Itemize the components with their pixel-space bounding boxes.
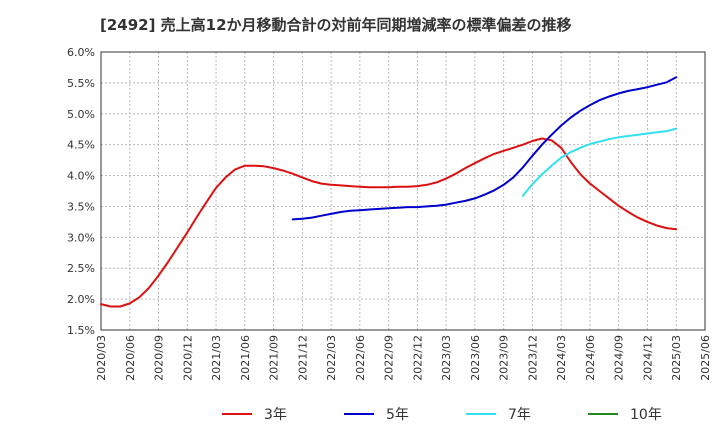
series-line-3年 — [100, 137, 678, 308]
y-axis-tick-labels: 6.0% 5.5% 5.0% 4.5% 4.0% 3.5% 3.0% 2.5% 2.0% 1.5% — [67, 46, 95, 337]
x-tick-label: 2021/12 — [296, 335, 309, 381]
x-tick-label: 2020/06 — [124, 335, 137, 381]
y-tick-label: 6.0% — [67, 46, 95, 59]
x-tick-label: 2023/12 — [526, 335, 539, 381]
x-tick-label: 2021/06 — [239, 335, 252, 381]
legend-label: 3年 — [264, 407, 287, 423]
legend-label: 10年 — [630, 407, 662, 423]
x-tick-label: 2021/09 — [268, 335, 281, 381]
y-tick-label: 1.5% — [67, 324, 95, 337]
y-tick-label: 5.0% — [67, 108, 95, 121]
y-tick-label: 4.0% — [67, 170, 95, 183]
x-tick-label: 2023/03 — [440, 335, 453, 381]
legend: 3年 5年 7年 10年 — [222, 407, 662, 423]
series-line-7年 — [521, 127, 678, 197]
x-tick-label: 2024/06 — [584, 335, 597, 381]
x-axis-tick-labels: 2020/03 2020/06 2020/09 2020/12 2021/03 2021/… — [95, 335, 712, 381]
x-tick-label: 2025/06 — [699, 335, 712, 381]
series-line-5年 — [291, 76, 678, 221]
x-tick-label: 2022/09 — [383, 335, 396, 381]
chart-title: [2492] 売上高12か月移動合計の対前年同期増減率の標準偏差の推移 — [100, 16, 572, 34]
y-tick-label: 2.5% — [67, 262, 95, 275]
y-tick-label: 3.0% — [67, 231, 95, 244]
y-tick-label: 5.5% — [67, 77, 95, 90]
x-tick-label: 2024/03 — [555, 335, 568, 381]
plot-border — [100, 51, 706, 331]
x-tick-label: 2023/06 — [469, 335, 482, 381]
y-tick-label: 2.0% — [67, 293, 95, 306]
legend-label: 7年 — [508, 407, 531, 423]
x-tick-label: 2022/06 — [354, 335, 367, 381]
x-tick-label: 2022/03 — [325, 335, 338, 381]
legend-label: 5年 — [386, 407, 409, 423]
plot-background — [101, 52, 705, 330]
x-tick-label: 2025/03 — [670, 335, 683, 381]
series-layer — [100, 76, 678, 308]
y-gridlines — [101, 82, 705, 300]
x-tick-label: 2020/12 — [181, 335, 194, 381]
y-tick-label: 4.5% — [67, 139, 95, 152]
x-tick-label: 2021/03 — [210, 335, 223, 381]
x-tick-label: 2024/09 — [613, 335, 626, 381]
y-tick-label: 3.5% — [67, 200, 95, 213]
x-tick-label: 2024/12 — [641, 335, 654, 381]
x-tick-label: 2020/03 — [95, 335, 108, 381]
x-tick-label: 2023/09 — [498, 335, 511, 381]
x-tick-label: 2020/09 — [153, 335, 166, 381]
x-tick-label: 2022/12 — [411, 335, 424, 381]
